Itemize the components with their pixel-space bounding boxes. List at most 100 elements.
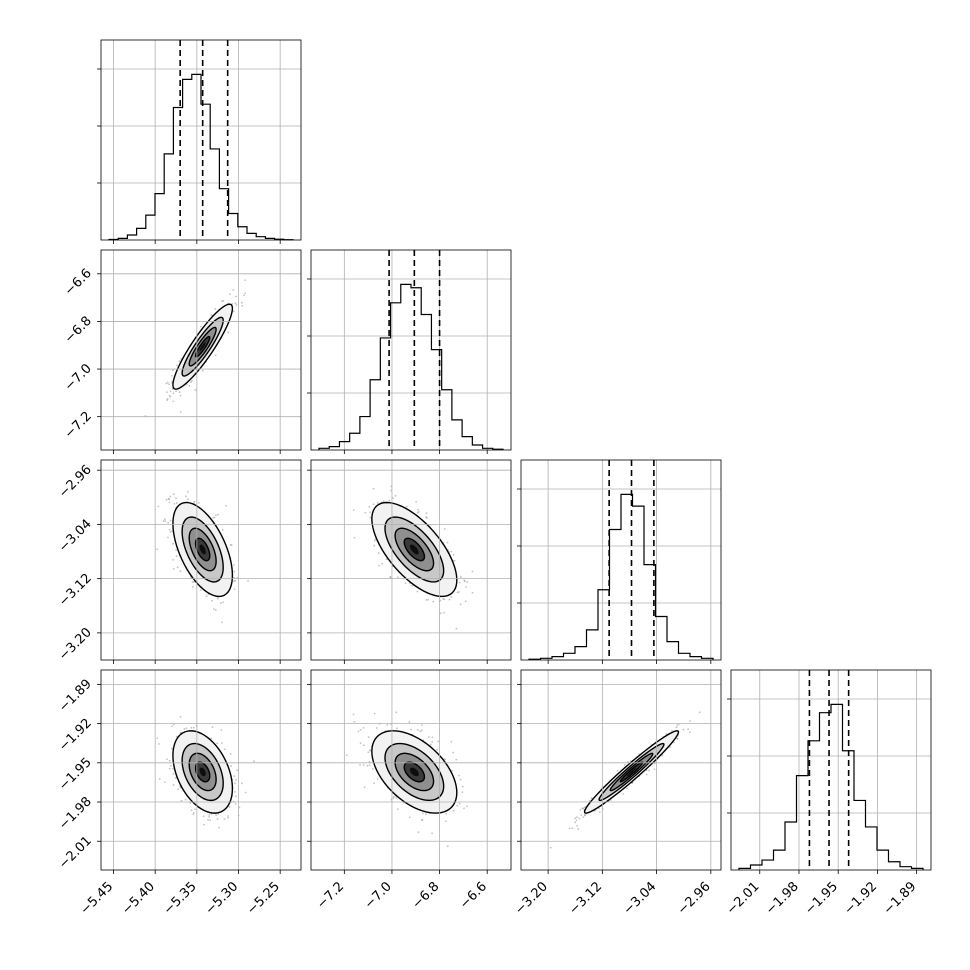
sample-point (192, 811, 195, 814)
sample-point (362, 726, 365, 729)
sample-point (444, 820, 447, 823)
sample-point (442, 611, 445, 614)
sample-point (590, 797, 593, 799)
sample-point (194, 808, 196, 811)
sample-point (455, 758, 458, 761)
sample-point (453, 559, 456, 562)
hist-frame (730, 669, 932, 871)
sample-point (446, 541, 449, 544)
sample-point (648, 769, 650, 772)
sample-point (598, 811, 601, 813)
sample-point (231, 303, 234, 305)
sample-point (168, 394, 171, 397)
sample-point (584, 814, 586, 816)
sample-point (212, 516, 215, 519)
sample-point (392, 797, 395, 800)
sample-point (166, 398, 169, 401)
sample-point (461, 785, 464, 788)
sample-point (165, 382, 168, 385)
sample-point (217, 813, 220, 815)
sample-point (244, 292, 247, 295)
sample-point (669, 746, 672, 749)
sample-point (175, 549, 177, 552)
sample-point (392, 497, 394, 500)
sample-point (172, 784, 175, 786)
histogram-step (318, 283, 504, 450)
sample-point (165, 498, 168, 501)
sample-point (193, 500, 196, 503)
sample-point (396, 727, 398, 730)
sample-point (376, 778, 379, 780)
sample-point (408, 816, 411, 819)
sample-point (244, 791, 247, 794)
sample-point (244, 279, 247, 282)
sample-point (442, 598, 445, 600)
sample-point (463, 579, 466, 582)
x-tick-label: −5.25 (244, 879, 283, 918)
sample-point (452, 553, 455, 556)
y-tick-label: −2.96 (56, 462, 95, 501)
sample-point (676, 737, 679, 740)
sample-point (410, 728, 412, 731)
sample-point (169, 530, 172, 533)
sample-point (448, 598, 451, 601)
sample-point (214, 308, 217, 310)
sample-point (233, 588, 236, 591)
sample-point (574, 817, 576, 820)
sample-point (464, 600, 467, 603)
sample-point (217, 597, 219, 600)
sample-point (168, 383, 171, 386)
sample-point (178, 360, 181, 363)
sample-point (233, 563, 235, 566)
sample-point (241, 301, 243, 304)
density-contour (199, 767, 206, 777)
sample-point (461, 791, 464, 793)
sample-point (214, 354, 217, 357)
sample-point (184, 798, 187, 801)
sample-point (176, 566, 179, 569)
sample-point (345, 754, 348, 757)
sample-point (688, 731, 691, 734)
panel-frame (100, 249, 302, 451)
sample-point (375, 727, 378, 729)
sample-point (368, 764, 371, 767)
x-tick-label: −1.95 (802, 879, 841, 918)
sample-point (234, 790, 236, 793)
sample-point (194, 389, 197, 391)
sample-point (222, 299, 225, 302)
sample-point (210, 314, 213, 316)
hist-panel-2 (517, 459, 722, 664)
sample-point (385, 558, 388, 561)
sample-point (671, 730, 673, 732)
sample-point (221, 621, 223, 624)
sample-point (369, 511, 371, 514)
sample-point (234, 803, 237, 805)
sample-point (420, 724, 423, 727)
sample-point (184, 495, 187, 498)
sample-point (234, 580, 237, 582)
sample-point (389, 576, 392, 579)
sample-point (168, 498, 171, 501)
y-tick-label: −6.6 (62, 266, 95, 299)
x-tick-label: −3.04 (621, 879, 660, 918)
sample-point (187, 498, 189, 501)
sample-point (645, 773, 648, 776)
sample-point (172, 400, 175, 403)
sample-point (179, 394, 182, 397)
sample-point (582, 816, 585, 819)
hist-panel-1 (307, 249, 512, 454)
sample-point (172, 567, 175, 570)
sample-point (216, 818, 219, 820)
sample-point (422, 812, 424, 815)
sample-point (197, 502, 200, 504)
sample-point (163, 518, 166, 521)
sample-point (431, 736, 434, 739)
density-panel-2-1 (307, 459, 512, 664)
x-tick-label: −5.30 (203, 879, 242, 918)
y-tick-label: −3.12 (56, 571, 95, 610)
sample-point (575, 819, 578, 822)
sample-point (180, 799, 183, 802)
sample-point (191, 581, 194, 583)
sample-point (432, 600, 435, 603)
sample-point (458, 581, 461, 584)
